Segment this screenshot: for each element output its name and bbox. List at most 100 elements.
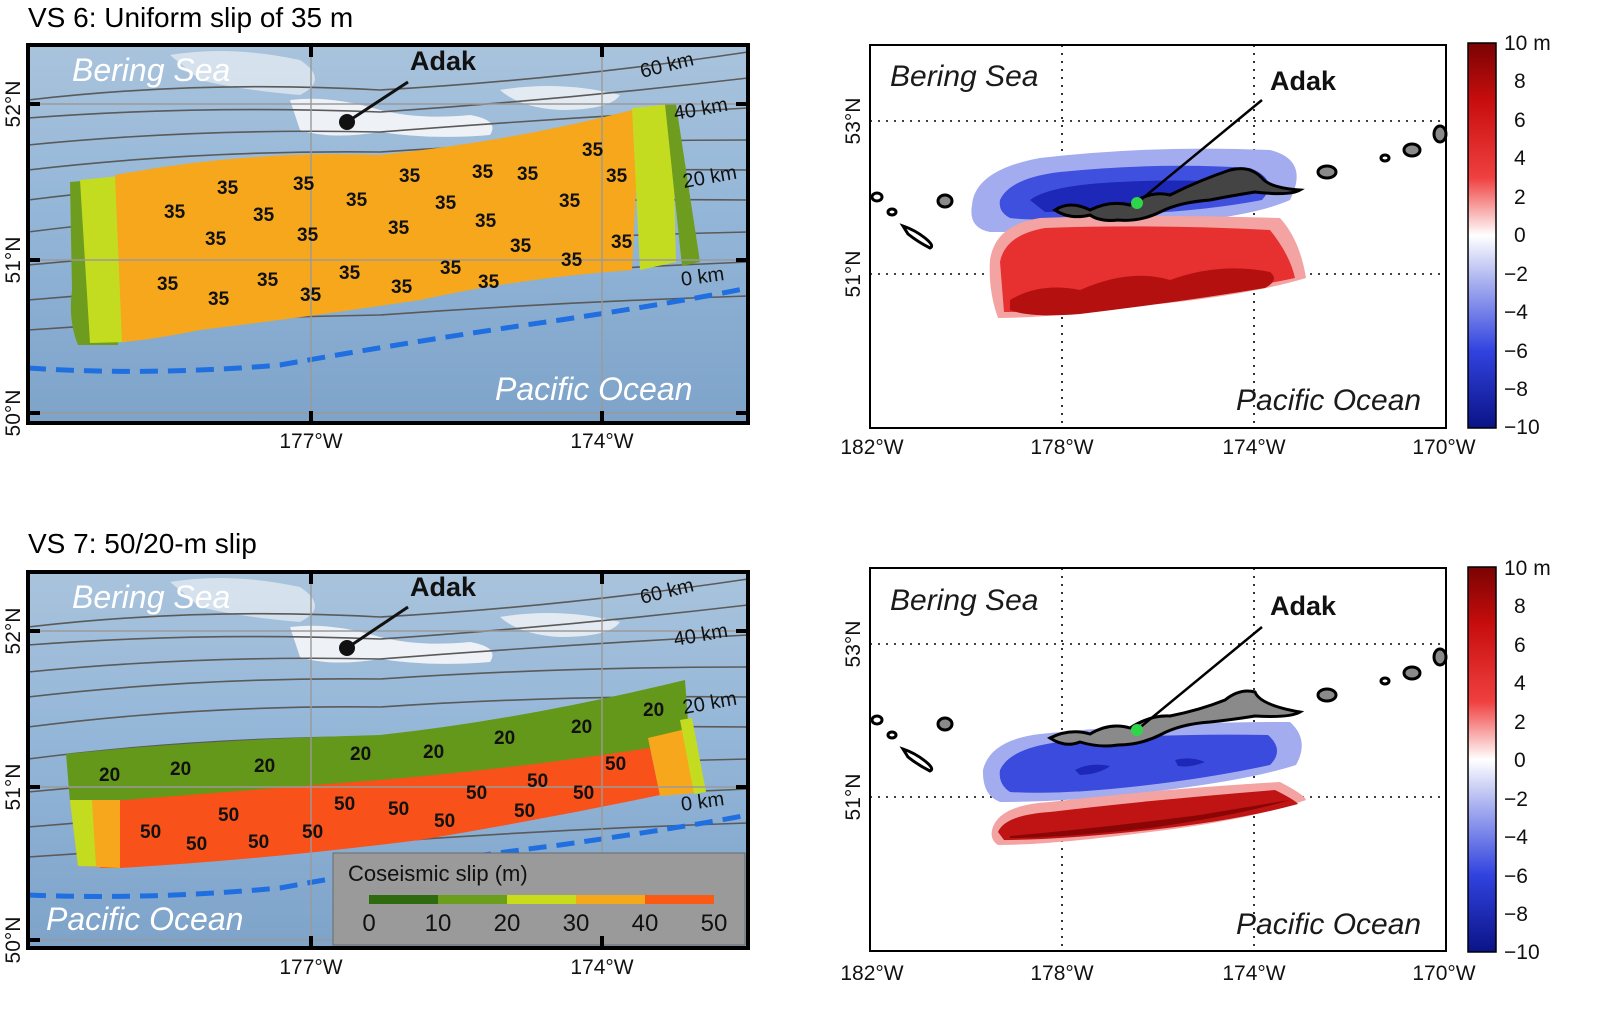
slip-label: 50 — [334, 794, 355, 815]
lon-tick-182: 182°W — [840, 962, 903, 985]
slip-legend-title: Coseismic slip (m) — [348, 861, 528, 886]
adak-leader — [346, 80, 409, 124]
colorbar-tick: 0 — [1514, 749, 1526, 772]
lon-tick-174: 174°W — [570, 956, 633, 979]
slip-map-ticks-bottom — [28, 572, 748, 948]
rupture-edge-yellow-east — [680, 718, 706, 794]
bering-sea-label: Bering Sea — [72, 52, 230, 88]
shelf-shape — [170, 51, 315, 95]
colorbar-tick: 4 — [1514, 672, 1526, 695]
legend-swatch — [438, 895, 507, 904]
lon-tick-178: 178°W — [1030, 962, 1093, 985]
lon-tick-170: 170°W — [1412, 436, 1475, 459]
slip-label: 50 — [434, 811, 455, 832]
colorbar-tick: 0 — [1514, 224, 1526, 247]
slip-label: 35 — [606, 166, 628, 187]
colorbar-tick: −4 — [1504, 826, 1528, 849]
rupture-patch-20m — [66, 680, 690, 802]
slip-label: 50 — [388, 799, 409, 820]
colorbar-tick: −6 — [1504, 865, 1528, 888]
legend-swatch — [645, 895, 714, 904]
lat-tick-53: 53°N — [842, 621, 865, 668]
slip-label: 20 — [643, 700, 664, 721]
lat-tick-52: 52°N — [2, 608, 25, 655]
colorbar-tick: −6 — [1504, 340, 1528, 363]
slip-label: 35 — [157, 274, 179, 295]
slip-label: 35 — [300, 285, 322, 306]
colorbar-tick: 2 — [1514, 711, 1526, 734]
legend-swatch — [576, 895, 645, 904]
lat-tick-50: 50°N — [2, 390, 25, 437]
slip-label: 35 — [205, 229, 227, 250]
colorbar-tick: 6 — [1514, 634, 1526, 657]
adak-leader — [1136, 99, 1263, 204]
slip-label: 35 — [257, 270, 279, 291]
slip-label: 35 — [293, 174, 315, 195]
slip-label: 35 — [164, 202, 186, 223]
graticule — [28, 45, 748, 423]
slip-label: 50 — [302, 822, 323, 843]
slip-map-top: 35 35 35 35 35 35 35 35 35 35 35 35 35 3… — [28, 45, 748, 423]
colorbar-tick: −10 — [1504, 416, 1540, 439]
slip-label: 50 — [573, 783, 594, 804]
slip-label: 35 — [561, 250, 583, 271]
deformation-map-top: Adak Bering Sea Pacific Ocean — [869, 44, 1448, 429]
colorbar-tick: −4 — [1504, 301, 1528, 324]
lon-tick-174: 174°W — [1222, 436, 1285, 459]
slip-label: 35 — [517, 164, 539, 185]
adak-leader — [346, 605, 409, 650]
slip-label: 50 — [466, 783, 487, 804]
slip-label: 50 — [248, 832, 269, 853]
slip-values-top: 35 35 35 35 35 35 35 35 35 35 35 35 35 3… — [157, 140, 633, 310]
slip-map-frame-bottom — [26, 570, 750, 950]
colorbar-tick: 6 — [1514, 109, 1526, 132]
slip-label: 50 — [140, 822, 161, 843]
adak-leader — [1136, 626, 1263, 731]
bering-sea-label: Bering Sea — [890, 60, 1038, 93]
rupture-edge-green-east — [665, 104, 700, 266]
islands — [870, 647, 1448, 773]
legend-swatch — [369, 895, 438, 904]
colorbar-bottom: 10 m 8 6 4 2 0 −2 −4 −6 −8 −10 — [1467, 557, 1551, 964]
rupture-patch-50m — [100, 748, 660, 868]
slip-map-bottom: 20 20 20 20 20 20 20 20 50 50 50 50 50 5… — [28, 572, 748, 948]
lon-tick-177: 177°W — [279, 430, 342, 453]
islands — [870, 124, 1448, 250]
slip-label: 35 — [478, 272, 500, 293]
slip-label: 20 — [254, 756, 275, 777]
colorbar-tick: 2 — [1514, 186, 1526, 209]
colorbar-tick: −8 — [1504, 903, 1528, 926]
rupture-edge-yellow — [70, 800, 96, 866]
colorbar-tick: −2 — [1504, 788, 1528, 811]
slip-label: 35 — [388, 218, 410, 239]
slip-label: 20 — [494, 728, 515, 749]
adak-label: Adak — [410, 46, 477, 76]
adak-marker — [1131, 197, 1143, 209]
slip-label: 20 — [170, 759, 191, 780]
rupture-edge-yellow-east — [632, 104, 676, 270]
colorbar-top: 10 m 8 6 4 2 0 −2 −4 −6 −8 −10 — [1467, 32, 1551, 439]
lat-tick-50: 50°N — [2, 917, 25, 964]
lat-tick-51: 51°N — [842, 774, 865, 821]
slip-label: 35 — [208, 289, 230, 310]
colorbar-tick: −10 — [1504, 941, 1540, 964]
uplift-core — [1010, 268, 1274, 316]
slip-label: 35 — [510, 236, 532, 257]
legend-tick: 10 — [425, 910, 452, 937]
slip-label: 35 — [346, 190, 368, 211]
trench-line — [28, 285, 748, 374]
adak-marker — [1131, 724, 1143, 736]
subsidence-mid — [999, 734, 1278, 793]
lat-tick-53: 53°N — [842, 98, 865, 145]
lat-tick-51: 51°N — [2, 764, 25, 811]
subsidence-core — [1175, 758, 1205, 767]
pacific-ocean-label: Pacific Ocean — [1236, 908, 1421, 941]
lon-tick-182: 182°W — [840, 436, 903, 459]
legend-tick: 20 — [494, 910, 521, 937]
slip-label: 35 — [440, 258, 462, 279]
lon-tick-170: 170°W — [1412, 962, 1475, 985]
adak-marker — [339, 640, 355, 656]
pacific-ocean-label: Pacific Ocean — [46, 901, 243, 937]
legend-tick: 30 — [563, 910, 590, 937]
